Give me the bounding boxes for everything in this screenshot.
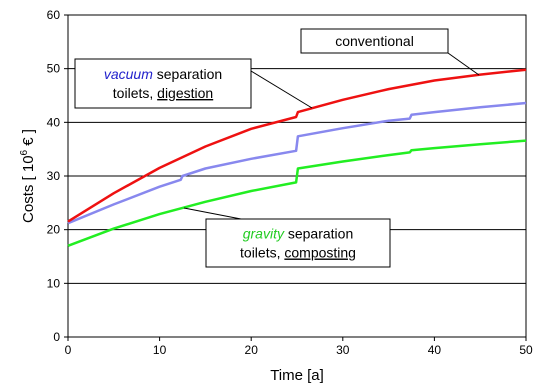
x-tick-label: 30 (336, 343, 350, 357)
y-axis-title-exponent: 6 (19, 149, 30, 155)
y-tick-label: 10 (47, 276, 61, 290)
x-tick-labels: 0 10 20 30 40 50 (65, 337, 533, 357)
series-layer (67, 68, 527, 247)
annotation-text-gravity: toilets, composting (240, 245, 356, 261)
y-axis-title-unit: € ] (20, 129, 37, 150)
annotation-box-gravity (205, 218, 391, 268)
y-tick-labels: 0 10 20 30 40 50 60 (47, 8, 68, 344)
x-axis-title: Time [a] (270, 367, 324, 383)
y-tick-label: 0 (53, 330, 60, 344)
annotation-leaders (183, 52, 480, 220)
annotation-text-gravity: gravity separation (243, 226, 354, 242)
series-line-conventional (67, 68, 527, 223)
annotation-leader-line (183, 207, 242, 220)
x-tick-label: 0 (65, 343, 72, 357)
x-tick-label: 20 (245, 343, 259, 357)
x-tick-label: 40 (428, 343, 442, 357)
y-tick-label: 30 (47, 169, 61, 183)
annotation-text-conventional: conventional (335, 33, 414, 49)
x-tick-label: 10 (153, 343, 167, 357)
annotation-text-vacuum: vacuum separation (104, 66, 222, 82)
y-tick-label: 20 (47, 223, 61, 237)
annotations: conventional vacuum separation toilets, di… (74, 28, 449, 268)
annotation-leader-line (447, 52, 480, 76)
annotation-leader-line (250, 70, 313, 109)
x-tick-label: 50 (519, 343, 533, 357)
y-tick-label: 60 (47, 8, 61, 22)
y-axis-title-main: Costs [ 10 (20, 155, 37, 223)
y-axis-title: Costs [ 106 € ] (19, 129, 37, 223)
annotation-text-vacuum: toilets, digestion (113, 85, 213, 101)
annotation-box-conventional (300, 28, 449, 54)
y-tick-label: 40 (47, 115, 61, 129)
series-line-gravity (67, 139, 527, 247)
annotation-box-vacuum (74, 58, 252, 109)
series-line-vacuum (67, 101, 527, 225)
y-tick-label: 50 (47, 62, 61, 76)
